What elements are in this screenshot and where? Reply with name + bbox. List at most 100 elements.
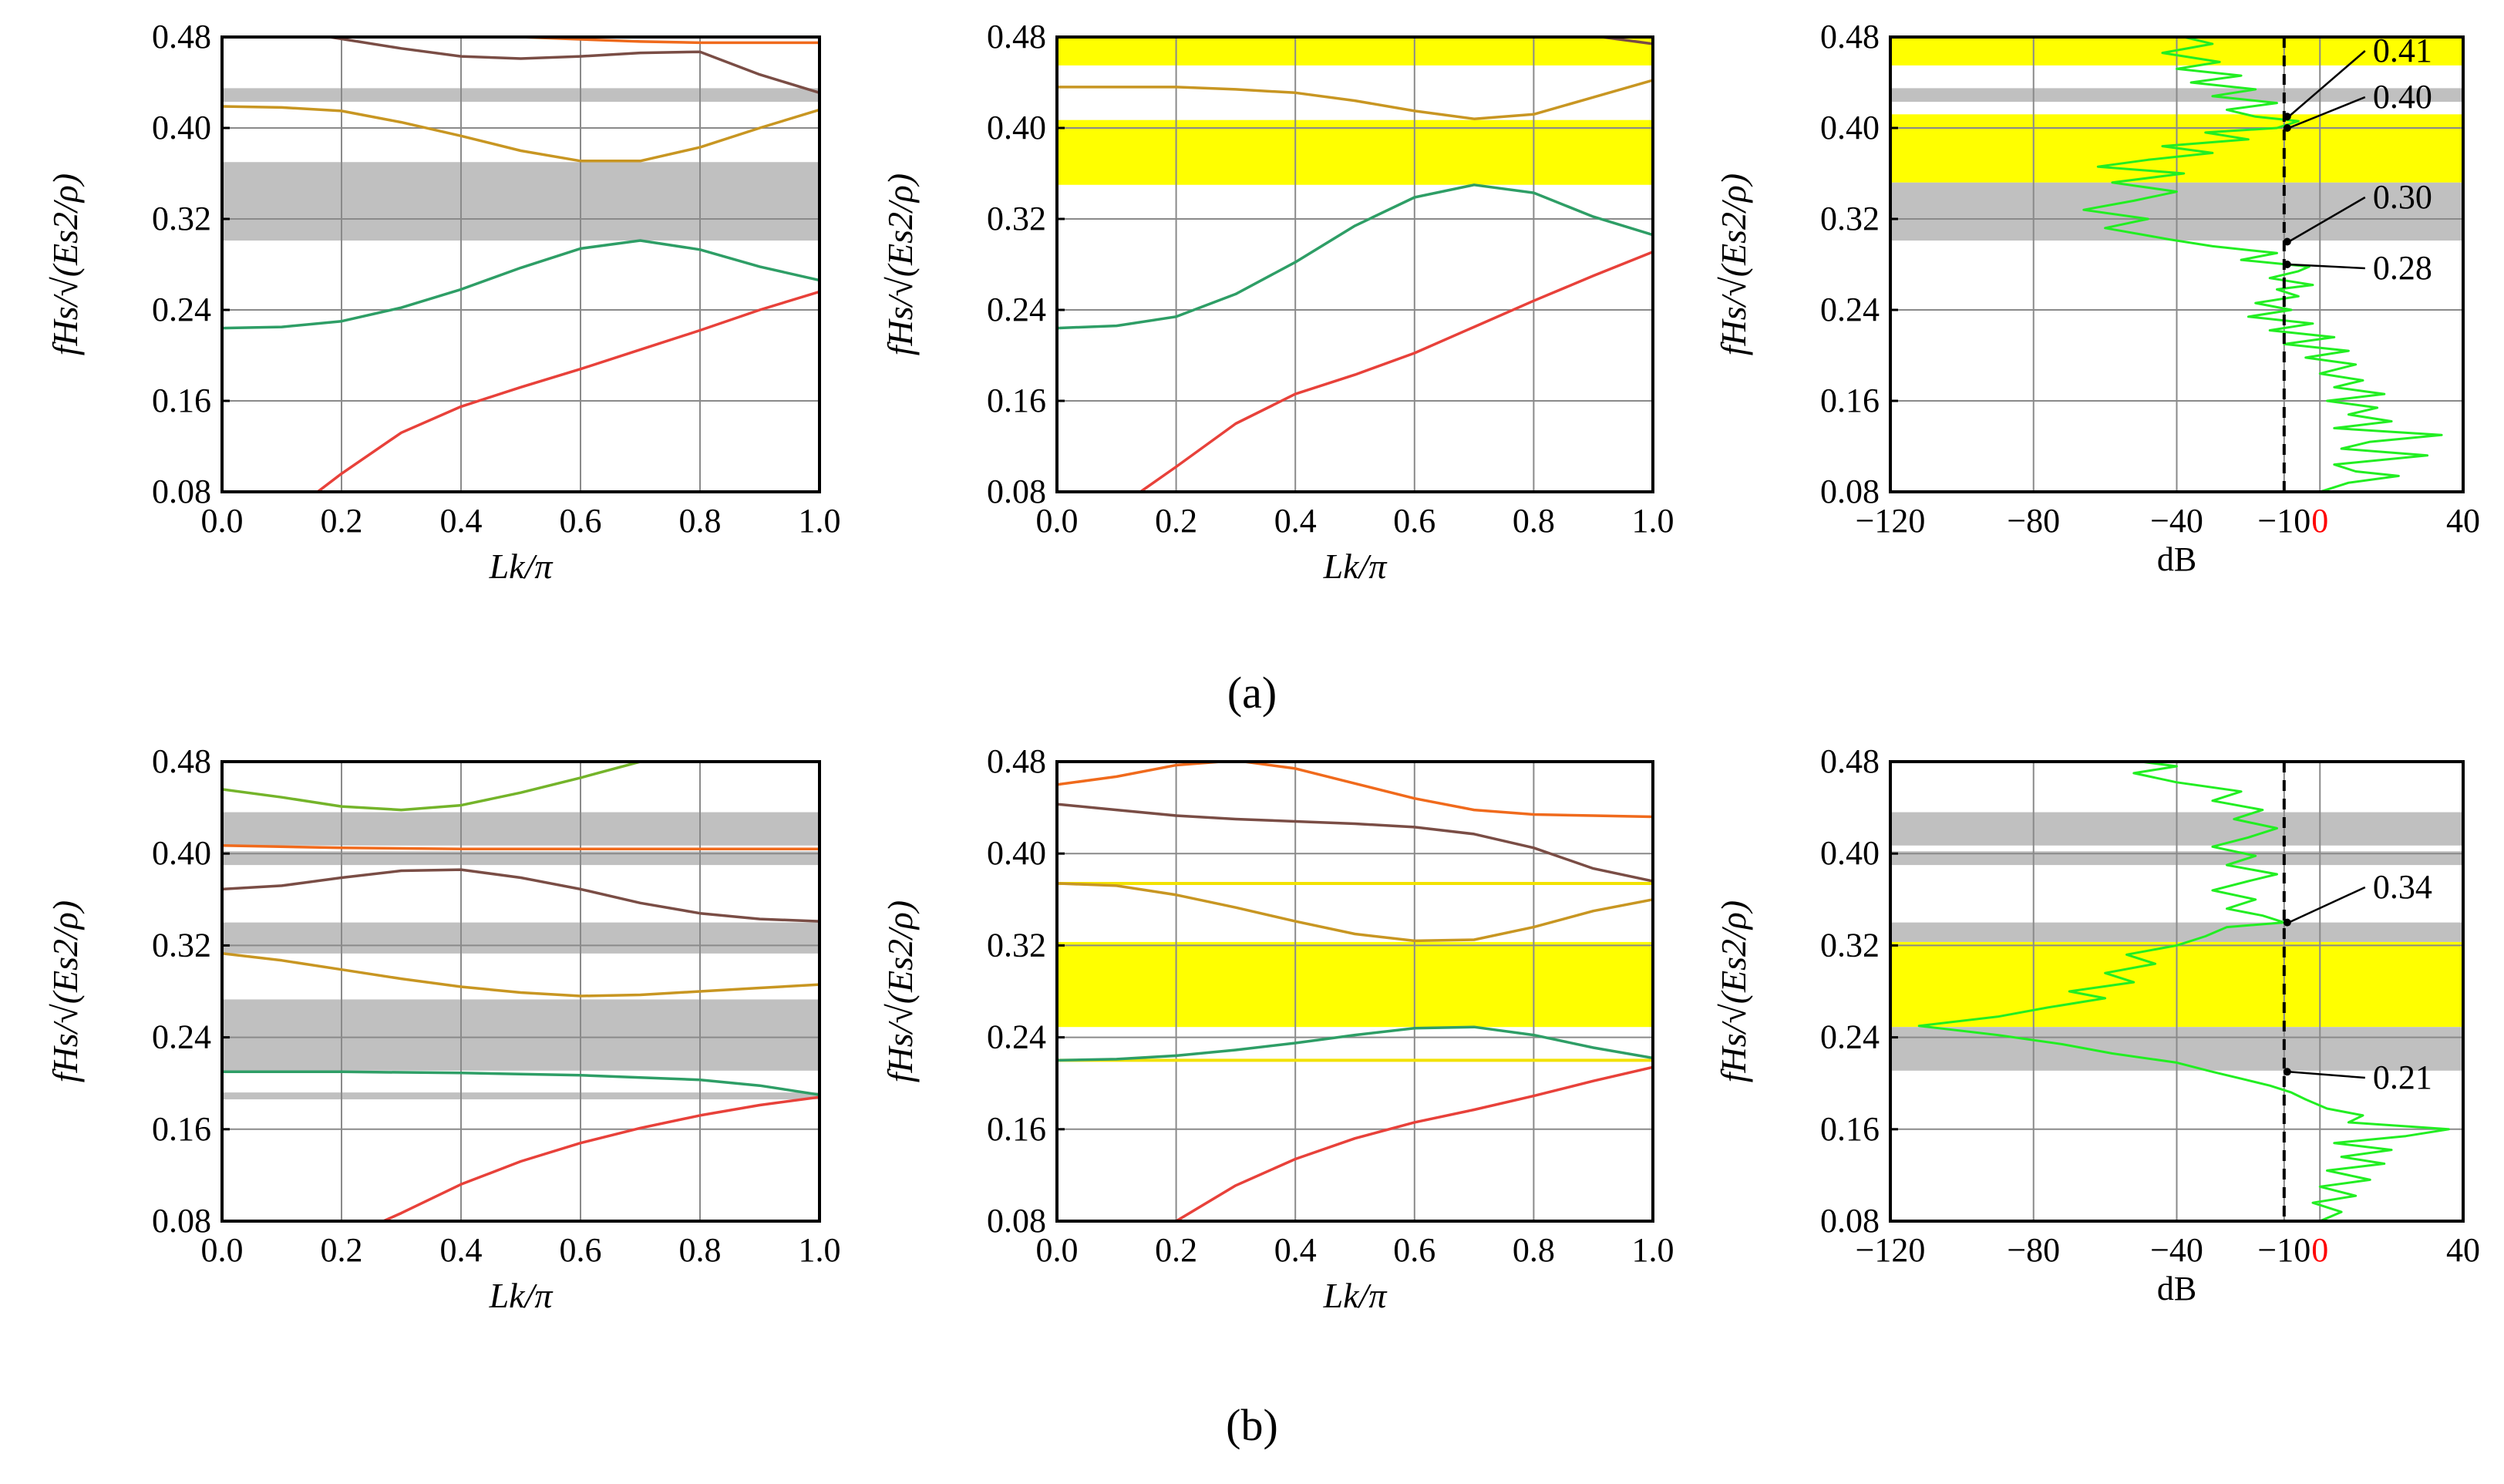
plot-area bbox=[1057, 37, 1653, 492]
plot-area bbox=[1890, 762, 2463, 1221]
x-tick-label: 0 bbox=[2311, 502, 2328, 540]
x-tick-label: 0.4 bbox=[1274, 1231, 1317, 1269]
chart-b1: 0.08 0.16 0.24 0.32 0.40 0.48 0.0 0.2 0.4 0.6 0.8 1… bbox=[45, 742, 841, 1315]
x-tick-label: 0 bbox=[2311, 1231, 2328, 1269]
y-tick-label: 0.32 bbox=[152, 200, 211, 237]
x-tick-label: −40 bbox=[2150, 1231, 2203, 1269]
x-axis-label: dB bbox=[2157, 540, 2196, 578]
y-axis-label: fHs/√(Es2/ρ) bbox=[1714, 900, 1753, 1082]
x-axis-label: Lk/π bbox=[489, 1276, 554, 1315]
annotation-arrow bbox=[2288, 196, 2366, 243]
annotation-arrowhead bbox=[2283, 261, 2291, 268]
x-tick-label: 0.2 bbox=[1155, 502, 1197, 540]
annotation-label: 0.21 bbox=[2373, 1058, 2432, 1096]
series-ochre-2 bbox=[1057, 882, 1653, 943]
x-tick-label: 1.0 bbox=[799, 1231, 841, 1269]
y-tick-label: 0.48 bbox=[1820, 18, 1880, 56]
x-axis-label: Lk/π bbox=[489, 547, 554, 586]
stopband-gray-0 bbox=[222, 1092, 820, 1100]
stopband-gray-1 bbox=[222, 999, 820, 1071]
x-tick-label: 40 bbox=[2446, 502, 2480, 540]
y-tick-label: 0.24 bbox=[987, 1018, 1046, 1056]
x-tick-label: 1.0 bbox=[1632, 502, 1674, 540]
series-red-0 bbox=[382, 1095, 820, 1221]
series-brown-3 bbox=[222, 868, 820, 923]
y-tick-label: 0.24 bbox=[152, 1018, 211, 1056]
stopband-gray-0 bbox=[222, 162, 820, 241]
x-tick-label: 40 bbox=[2446, 1231, 2480, 1269]
y-tick-label: 0.32 bbox=[152, 926, 211, 964]
stopband-yellow-0 bbox=[1057, 119, 1653, 185]
x-tick-label: 0.2 bbox=[1155, 1231, 1197, 1269]
x-tick-label: −10 bbox=[2257, 1231, 2310, 1269]
y-tick-label: 0.08 bbox=[152, 473, 211, 510]
y-tick-label: 0.32 bbox=[987, 200, 1046, 237]
y-tick-label: 0.16 bbox=[1820, 1110, 1880, 1148]
plot-frame bbox=[220, 35, 821, 493]
x-tick-label: −120 bbox=[1856, 1231, 1926, 1269]
series-green-1 bbox=[1057, 1025, 1653, 1062]
annotation-arrow bbox=[2288, 886, 2366, 924]
x-axis-label: Lk/π bbox=[1323, 547, 1388, 586]
y-tick-label: 0.48 bbox=[987, 742, 1046, 780]
y-tick-label: 0.24 bbox=[1820, 291, 1880, 328]
y-tick-label: 0.16 bbox=[1820, 382, 1880, 419]
y-tick-label: 0.16 bbox=[152, 382, 211, 419]
annotation-label: 0.40 bbox=[2373, 78, 2432, 116]
annotation-label: 0.28 bbox=[2373, 249, 2432, 287]
series-ochre-2 bbox=[222, 952, 820, 998]
series-red-0 bbox=[316, 290, 820, 492]
annotation-arrow bbox=[2288, 263, 2365, 270]
x-tick-label: 0.8 bbox=[1513, 1231, 1555, 1269]
y-tick-label: 0.40 bbox=[1820, 109, 1880, 146]
y-tick-label: 0.48 bbox=[987, 18, 1046, 56]
y-tick-label: 0.40 bbox=[1820, 834, 1880, 872]
x-tick-label: 0.6 bbox=[1393, 502, 1435, 540]
x-tick-label: 0.2 bbox=[321, 502, 363, 540]
series-orange-4 bbox=[1057, 762, 1653, 819]
y-axis-label: fHs/√(Es2/ρ) bbox=[1714, 173, 1753, 355]
series-green-1 bbox=[222, 239, 820, 330]
plot-area bbox=[222, 37, 820, 492]
y-axis-label: fHs/√(Es2/ρ) bbox=[880, 900, 920, 1082]
y-tick-label: 0.24 bbox=[152, 291, 211, 328]
chart-a3: 0.410.400.300.280.080.160.240.320.400.48… bbox=[1714, 18, 2480, 578]
annotation-arrow bbox=[2288, 96, 2366, 130]
plot-area bbox=[222, 762, 820, 1221]
x-tick-label: 0.0 bbox=[201, 502, 244, 540]
annotation-label: 0.30 bbox=[2373, 178, 2432, 216]
x-tick-label: −40 bbox=[2150, 502, 2203, 540]
y-tick-label: 0.48 bbox=[152, 742, 211, 780]
x-tick-label: −120 bbox=[1856, 502, 1926, 540]
x-tick-label: 0.6 bbox=[560, 1231, 602, 1269]
stopband-gray-2 bbox=[222, 922, 820, 954]
series-ochre-2 bbox=[1057, 79, 1653, 120]
chart-a2: 0.08 0.16 0.24 0.32 0.40 0.48 0.0 0.2 0.4 0.6 0.8 1… bbox=[880, 18, 1674, 586]
annotation-arrowhead bbox=[2283, 113, 2291, 121]
plot-frame bbox=[220, 760, 821, 1223]
annotation-arrow bbox=[2288, 1071, 2365, 1079]
y-tick-label: 0.32 bbox=[987, 926, 1046, 964]
x-axis-label: Lk/π bbox=[1323, 1276, 1388, 1315]
annotation-arrow bbox=[2287, 50, 2366, 118]
annotation-label: 0.34 bbox=[2373, 868, 2432, 906]
panels: 0.080.160.240.320.400.480.0 0.2 0.4 0.6 0.8 1… bbox=[45, 18, 2480, 1315]
y-axis-label: fHs/√(Es2/ρ) bbox=[880, 173, 920, 355]
y-tick-label: 0.40 bbox=[987, 834, 1046, 872]
stopband-yellow-1 bbox=[1057, 37, 1653, 66]
x-tick-label: 0.2 bbox=[321, 1231, 363, 1269]
x-tick-label: −80 bbox=[2007, 1231, 2060, 1269]
x-tick-label: 0.4 bbox=[1274, 502, 1317, 540]
annotation-arrowhead bbox=[2283, 237, 2291, 246]
series-brown-3 bbox=[329, 37, 820, 94]
y-tick-label: 0.08 bbox=[987, 1202, 1046, 1240]
series-orange-4 bbox=[222, 844, 820, 850]
x-tick-label: 0.4 bbox=[440, 1231, 483, 1269]
series-lime-5 bbox=[222, 762, 641, 812]
x-tick-label: 0.4 bbox=[440, 502, 483, 540]
x-tick-label: 1.0 bbox=[1632, 1231, 1674, 1269]
y-axis-label: fHs/√(Es2/ρ) bbox=[45, 173, 85, 355]
stopband-yellow-0 bbox=[1057, 941, 1653, 1028]
y-axis-label: fHs/√(Es2/ρ) bbox=[45, 900, 85, 1082]
